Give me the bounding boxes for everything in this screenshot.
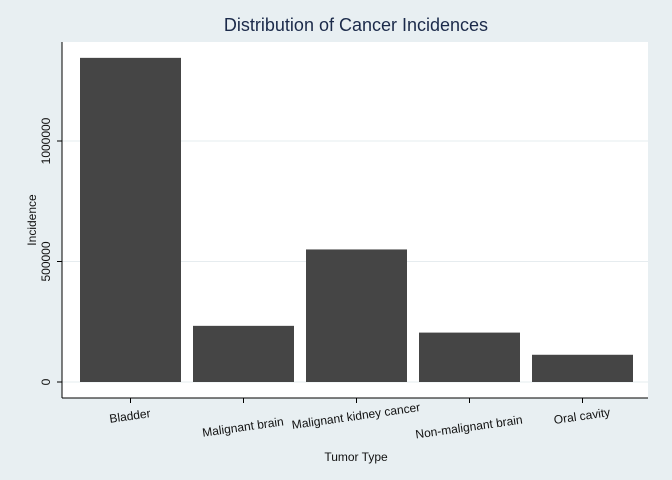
bars — [80, 57, 633, 382]
x-axis-label: Tumor Type — [324, 450, 388, 464]
y-ticks: 0 500000 1000000 — [39, 117, 62, 385]
bar-non-malignant-brain — [419, 332, 520, 382]
y-tick-label: 1000000 — [39, 117, 53, 164]
x-tick-label: Malignant brain — [201, 414, 284, 439]
bar-malignant-kidney-cancer — [306, 249, 407, 382]
x-tick-label: Oral cavity — [553, 405, 611, 427]
x-tick-label: Non-malignant brain — [414, 413, 523, 442]
chart-title: Distribution of Cancer Incidences — [224, 15, 488, 35]
y-tick-label: 500000 — [39, 241, 53, 281]
bar-oral-cavity — [532, 354, 633, 382]
bar-bladder — [80, 57, 181, 382]
x-ticks: Bladder Malignant brain Malignant kidney c… — [108, 398, 611, 441]
x-tick-label: Malignant kidney cancer — [291, 400, 421, 432]
y-tick-label: 0 — [39, 378, 53, 385]
x-tick-label: Bladder — [108, 406, 151, 426]
bar-malignant-brain — [193, 325, 294, 382]
y-axis-label: Incidence — [25, 194, 39, 246]
